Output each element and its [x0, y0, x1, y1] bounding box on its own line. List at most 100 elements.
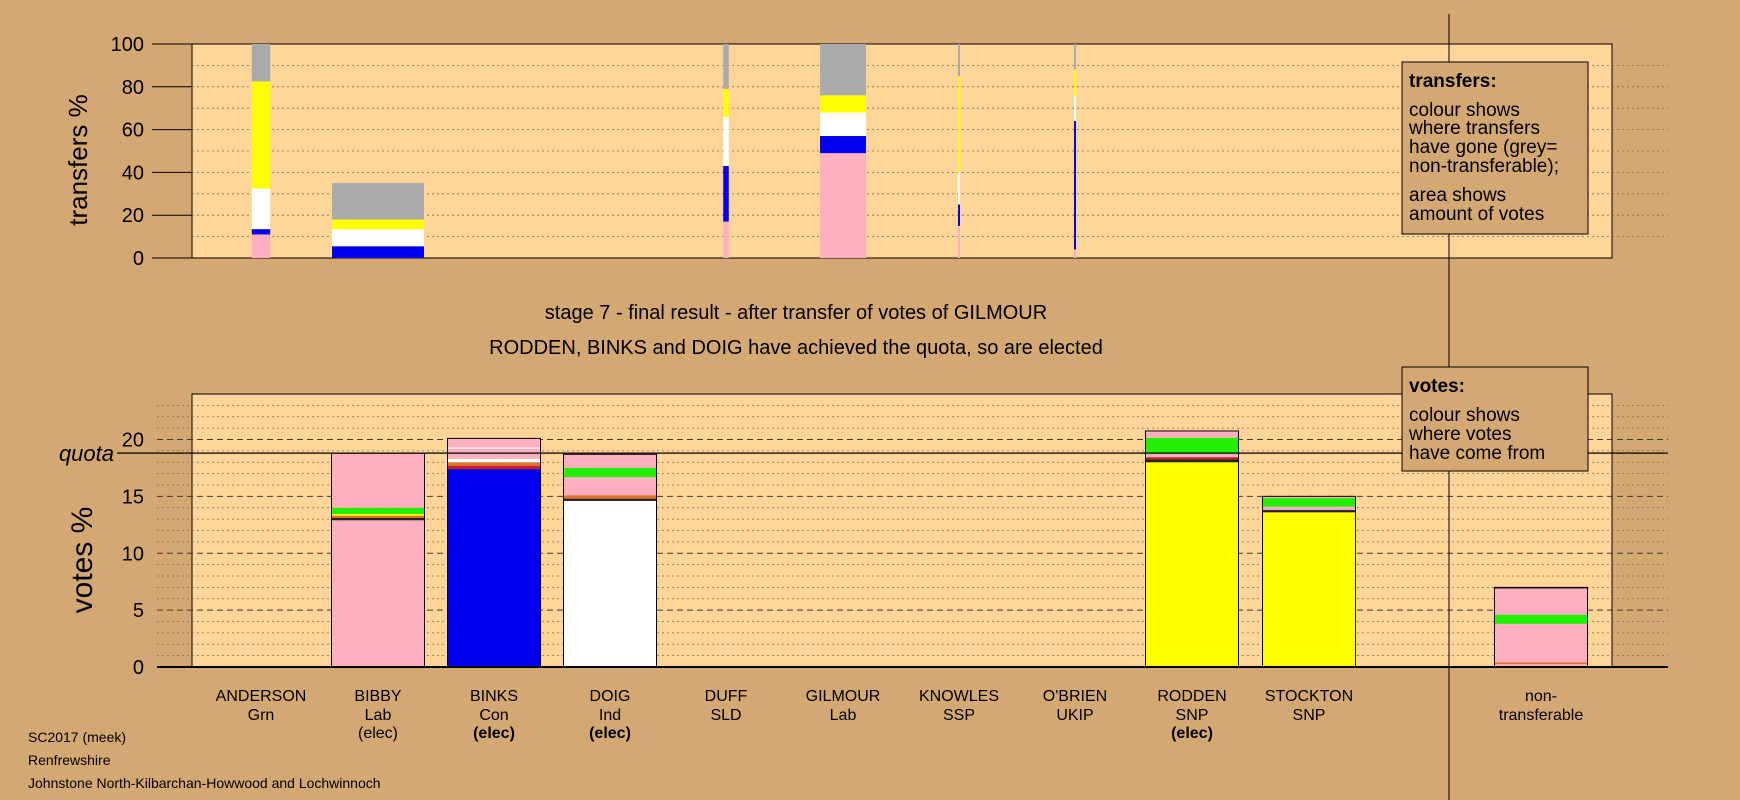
- candidate-label: DUFF SLD: [705, 688, 748, 724]
- transfers-legend-line: where transfers: [1408, 118, 1540, 139]
- votes-legend-line: have come from: [1409, 443, 1545, 464]
- transfer-segment: [251, 188, 271, 230]
- transfers-legend-line: have gone (grey=: [1409, 137, 1557, 158]
- vote-segment: [1145, 457, 1239, 460]
- transfer-segment: [723, 44, 729, 89]
- vote-segment: [1494, 587, 1588, 589]
- vote-bar: [331, 452, 425, 668]
- transfer-bar: [723, 44, 729, 258]
- transfer-bar: [251, 44, 271, 258]
- vote-segment: [1262, 510, 1356, 513]
- vote-bar: [1494, 586, 1588, 668]
- vote-segment: [331, 515, 425, 518]
- candidate-party: SSP: [943, 707, 975, 724]
- candidate-label: DOIG Ind(elec): [589, 688, 631, 742]
- vote-segment: [563, 498, 657, 501]
- transfers-y-axis-label: transfers %: [63, 94, 93, 226]
- transfer-segment: [958, 44, 960, 77]
- transfer-segment: [1074, 69, 1076, 96]
- votes-legend-box: [1401, 366, 1589, 472]
- transfer-segment: [820, 95, 866, 113]
- y-tick-label: 20: [122, 430, 144, 452]
- candidate-status: (elec): [1171, 725, 1213, 742]
- vote-bar: [1262, 495, 1356, 668]
- y-tick-label: 20: [122, 205, 144, 227]
- candidate-name: GILMOUR: [806, 688, 881, 705]
- vote-segment: [1145, 453, 1239, 458]
- votes-panel: 0 5 10 15 20 quota votes %: [59, 393, 1668, 680]
- transfers-legend-heading: transfers:: [1409, 71, 1497, 92]
- transfer-segment: [820, 153, 866, 258]
- footer-ward: Johnstone North-Kilbarchan-Howwood and L…: [28, 775, 381, 791]
- vote-segment: [1262, 506, 1356, 511]
- candidate-party: Lab: [365, 707, 392, 724]
- vote-segment: [563, 477, 657, 496]
- vote-segment: [1494, 614, 1588, 624]
- y-tick-label: 80: [122, 77, 144, 99]
- transfer-segment: [251, 44, 271, 82]
- y-tick-label: 15: [122, 486, 144, 508]
- candidate-label: STOCKTON SNP: [1265, 688, 1353, 724]
- transfers-legend-line: amount of votes: [1409, 204, 1544, 225]
- transfer-segment: [251, 81, 271, 189]
- vote-segment: [331, 520, 425, 667]
- vote-segment: [1145, 437, 1239, 454]
- y-tick-label: 0: [133, 657, 144, 679]
- y-tick-label: 0: [133, 248, 144, 270]
- candidate-party: Ind: [599, 707, 621, 724]
- stage-subtitle: RODDEN, BINKS and DOIG have achieved the…: [489, 337, 1103, 359]
- transfer-segment: [251, 229, 271, 235]
- transfer-bar: [820, 44, 866, 258]
- transfer-segment: [820, 44, 866, 96]
- stage-title: stage 7 - final result - after transfer …: [545, 302, 1047, 324]
- candidate-name: ANDERSON: [216, 688, 307, 705]
- vote-segment: [1262, 496, 1356, 499]
- vote-segment: [1494, 588, 1588, 615]
- y-tick-label: 60: [122, 120, 144, 142]
- transfer-segment: [332, 246, 424, 258]
- vote-segment: [1262, 512, 1356, 667]
- votes-bars: [331, 430, 1588, 668]
- vote-segment: [447, 465, 541, 470]
- transfers-legend-line: non-transferable);: [1409, 156, 1559, 177]
- y-tick-label: 5: [133, 600, 144, 622]
- transfer-bar: [1074, 44, 1076, 258]
- candidate-status: (elec): [358, 725, 398, 742]
- transfers-legend-line: colour shows: [1409, 100, 1520, 121]
- vote-segment: [1494, 623, 1588, 663]
- vote-segment: [447, 469, 541, 667]
- transfers-y-ticks: 0 20 40 60 80 100: [111, 34, 192, 270]
- transfer-segment: [723, 165, 729, 222]
- candidate-status: (elec): [589, 725, 631, 742]
- candidate-label: ANDERSON Grn: [216, 688, 307, 724]
- vote-segment: [331, 507, 425, 515]
- transfer-segment: [1074, 249, 1076, 258]
- votes-legend-line: colour shows: [1409, 405, 1520, 426]
- transfer-segment: [820, 112, 866, 137]
- transfer-segment: [332, 183, 424, 220]
- transfer-segment: [958, 172, 960, 205]
- vote-bar: [563, 453, 657, 668]
- transfer-segment: [820, 136, 866, 154]
- votes-y-ticks: 0 5 10 15 20: [122, 430, 144, 680]
- nontransferable-label: non- transferable: [1499, 688, 1584, 724]
- transfers-bars: [251, 44, 1076, 258]
- vote-segment: [1494, 664, 1588, 666]
- y-tick-label: 10: [122, 543, 144, 565]
- vote-segment: [563, 467, 657, 478]
- vote-segment: [1145, 430, 1239, 438]
- vote-segment: [563, 495, 657, 499]
- candidate-party: SNP: [1293, 707, 1326, 724]
- candidate-name: DUFF: [705, 688, 748, 705]
- candidate-party: Con: [479, 707, 508, 724]
- transfers-legend-box: [1401, 61, 1589, 235]
- candidate-name: RODDEN: [1157, 688, 1226, 705]
- vote-segment: [331, 514, 425, 516]
- vote-segment: [1494, 662, 1588, 665]
- candidate-name: STOCKTON: [1265, 688, 1353, 705]
- vote-segment: [563, 500, 657, 667]
- transfer-segment: [723, 221, 729, 258]
- votes-legend-line: where votes: [1408, 424, 1511, 445]
- candidate-name: BIBBY: [354, 688, 401, 705]
